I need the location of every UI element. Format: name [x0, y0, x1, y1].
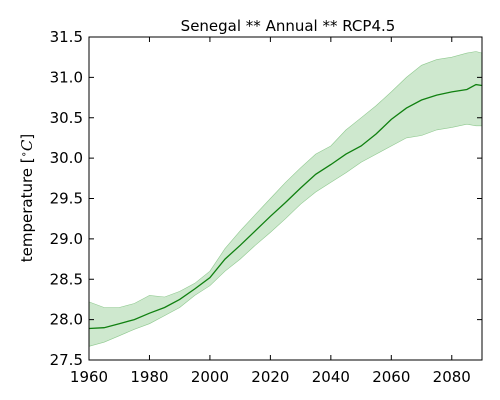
plot-frame [88, 36, 483, 361]
y-tick-label: 27.5 [50, 351, 83, 369]
y-tick-label: 29.5 [50, 190, 83, 208]
y-tick-label: 31.5 [50, 28, 83, 46]
y-tick-label: 28.5 [50, 270, 83, 288]
y-axis-label-prefix: temperature [ [18, 157, 36, 262]
y-tick-label: 29.0 [50, 230, 83, 248]
x-tick-label: 1980 [130, 368, 168, 386]
x-tick-label: 2020 [251, 368, 289, 386]
mean-temperature-line [88, 83, 483, 330]
y-tick-label: 30.0 [50, 149, 83, 167]
y-axis: 27.5 28.0 28.5 29.0 29.5 30.0 30.5 31.0 31.5 [50, 28, 482, 369]
uncertainty-band [88, 51, 483, 347]
y-tick-label: 28.0 [50, 311, 83, 329]
plot-area [88, 51, 483, 347]
x-tick-label: 2040 [312, 368, 350, 386]
x-tick-label: 2000 [191, 368, 229, 386]
y-axis-label: temperature [∘C] [18, 134, 36, 263]
x-axis: 1960 1980 2000 2020 2040 2060 2080 [70, 37, 471, 386]
x-tick-label: 1960 [70, 368, 108, 386]
x-tick-label: 2080 [433, 368, 471, 386]
chart-title: Senegal ** Annual ** RCP4.5 [181, 17, 396, 35]
x-tick-label: 2060 [372, 368, 410, 386]
svg-text:temperature [∘C]: temperature [∘C] [18, 134, 36, 263]
y-axis-label-unit: C [18, 139, 36, 151]
y-axis-label-degree: ∘ [19, 151, 30, 157]
y-axis-label-suffix: ] [18, 134, 36, 140]
y-tick-label: 30.5 [50, 109, 83, 127]
y-tick-label: 31.0 [50, 68, 83, 86]
